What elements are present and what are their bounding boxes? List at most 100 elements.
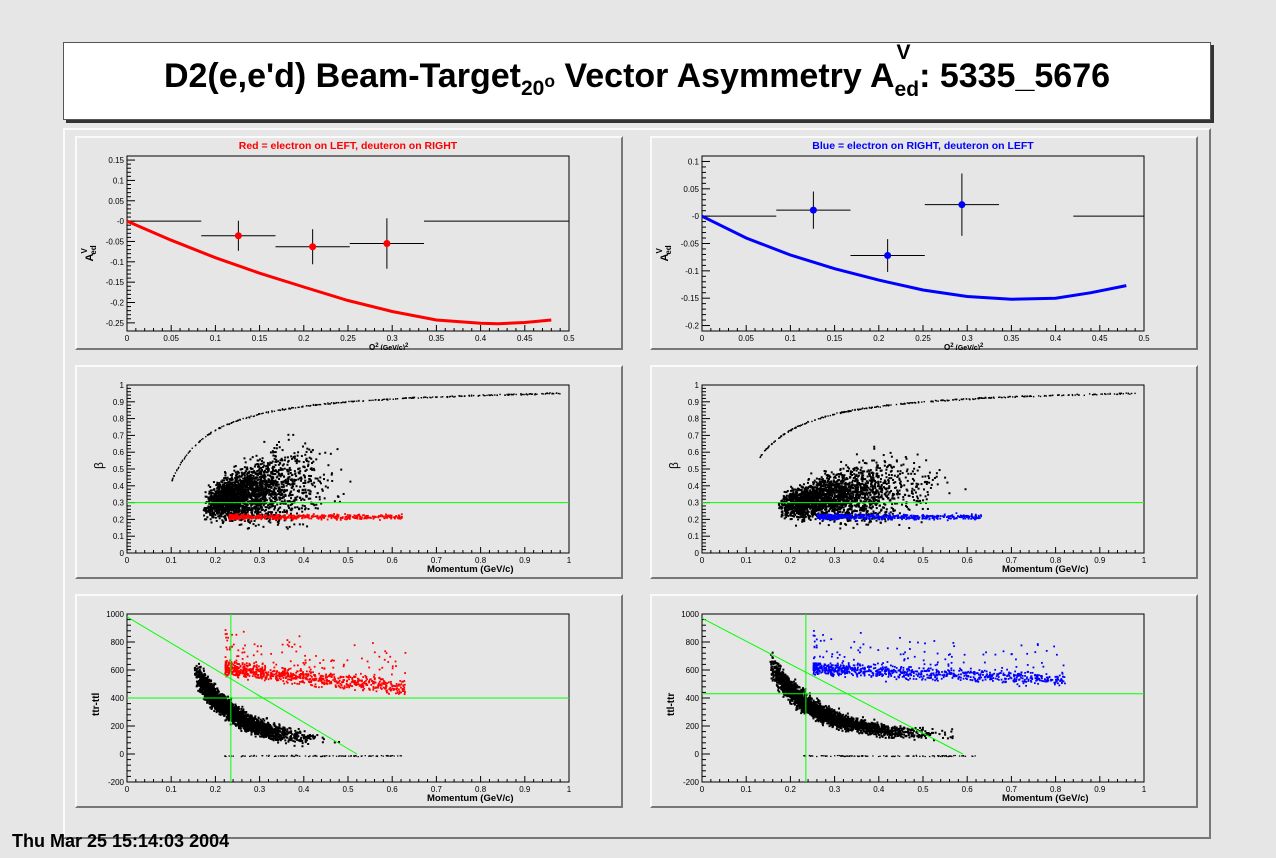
bulk-dot [888, 485, 891, 488]
bulk-dot [879, 469, 882, 472]
bulk-dot [286, 500, 289, 503]
bulk-dot [275, 482, 278, 485]
band-dot [790, 428, 793, 431]
bulk-dot [307, 460, 310, 463]
band-dot [509, 393, 511, 396]
bulk-dot [249, 487, 252, 490]
band-dot [470, 395, 473, 397]
bulk-dot [841, 502, 844, 505]
y-axis-label: β [667, 462, 681, 469]
bulk-dot [259, 458, 262, 461]
bulk-dot [895, 460, 898, 463]
bulk-dot [915, 503, 918, 506]
bulk-dot [849, 492, 852, 495]
y-tick-label: 0.5 [688, 465, 700, 474]
bulk-dot [277, 522, 280, 525]
bulk-dot [204, 491, 207, 494]
bulk-dot [255, 477, 258, 480]
bulk-dot [235, 478, 238, 481]
x-tick-label: 0.25 [340, 334, 356, 343]
bulk-dot [251, 493, 254, 496]
bulk-dot [839, 502, 842, 505]
band-dot [335, 402, 338, 404]
bulk-dot [290, 497, 293, 500]
y-tick-label: -0 [692, 212, 700, 221]
bulk-dot [828, 474, 831, 477]
bulk-dot [225, 500, 228, 503]
bulk-dot [845, 486, 848, 489]
bulk-dot [228, 519, 231, 522]
bulk-dot [874, 481, 877, 484]
bulk-dot [218, 492, 221, 495]
band-dot [430, 397, 432, 399]
bulk-dot [253, 471, 256, 474]
bulk-dot [269, 493, 272, 496]
band-dot [223, 425, 225, 427]
bulk-dot [253, 506, 256, 509]
selected-dot [359, 516, 362, 518]
bulk-dot [280, 492, 283, 495]
bulk-dot [272, 465, 275, 468]
bulk-dot [223, 497, 226, 500]
bulk-dot [304, 488, 307, 491]
bulk-dot [239, 468, 242, 471]
bulk-dot [241, 479, 244, 482]
selected-dot [341, 516, 344, 519]
bulk-dot [839, 527, 842, 530]
bulk-dot [235, 483, 238, 486]
bulk-dot [283, 510, 286, 513]
bulk-dot [287, 482, 290, 485]
selected-dot [275, 516, 277, 518]
bulk-dot [284, 478, 287, 481]
bulk-dot [233, 484, 236, 487]
bulk-dot [231, 478, 234, 481]
band-dot [909, 402, 911, 404]
bulk-dot [286, 456, 289, 459]
selected-dot [344, 516, 347, 519]
bulk-dot [246, 468, 249, 471]
bulk-dot [266, 516, 269, 519]
point-marker [884, 252, 892, 260]
band-dot [401, 397, 404, 400]
bulk-dot [224, 476, 227, 479]
band-dot [851, 409, 854, 411]
bulk-dot [257, 463, 260, 466]
bulk-dot [300, 507, 303, 510]
band-dot [1048, 394, 1051, 397]
band-dot [1023, 395, 1025, 398]
bulk-dot [250, 488, 253, 491]
bulk-dot [293, 499, 296, 502]
selected-dot [285, 516, 288, 519]
bulk-dot [269, 461, 272, 464]
bulk-dot [260, 478, 263, 481]
band-dot [874, 406, 876, 408]
bulk-dot [859, 493, 862, 496]
bulk-dot [276, 481, 279, 484]
bulk-dot [784, 497, 787, 500]
bulk-dot [916, 453, 919, 456]
band-dot [767, 446, 770, 448]
bulk-dot [226, 476, 229, 479]
band-dot [499, 393, 501, 396]
bulk-dot [266, 512, 269, 515]
bulk-dot [238, 523, 241, 526]
bulk-dot [258, 476, 261, 479]
selected-dot [264, 516, 267, 519]
bulk-dot [242, 511, 245, 514]
bulk-dot [273, 491, 276, 494]
band-dot [235, 420, 238, 422]
band-dot [1134, 392, 1136, 395]
axis-ticks [126, 384, 570, 554]
selected-dot [365, 515, 368, 517]
band-dot [189, 450, 191, 453]
bulk-dot [226, 488, 229, 491]
bulk-dot [853, 473, 856, 476]
bulk-dot [277, 519, 280, 522]
band-dot [230, 422, 233, 424]
bulk-dot [267, 504, 270, 507]
bulk-dot [211, 515, 214, 518]
bulk-dot [256, 470, 259, 473]
bulk-dot [263, 480, 266, 483]
y-tick-label: 0 [695, 549, 700, 558]
bulk-dot [253, 487, 256, 490]
